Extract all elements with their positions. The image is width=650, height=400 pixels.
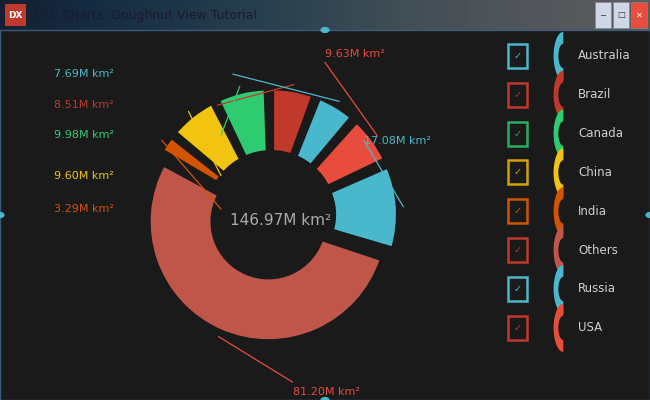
Text: ✓: ✓ <box>514 128 522 138</box>
Text: China: China <box>578 166 612 179</box>
Wedge shape <box>315 122 385 186</box>
Text: ✓: ✓ <box>514 323 522 333</box>
FancyBboxPatch shape <box>508 44 527 68</box>
Wedge shape <box>162 137 221 182</box>
Text: 8.51M km²: 8.51M km² <box>54 100 114 110</box>
Wedge shape <box>554 265 564 313</box>
Wedge shape <box>296 98 352 166</box>
FancyBboxPatch shape <box>508 160 527 184</box>
FancyBboxPatch shape <box>508 122 527 146</box>
Text: 7.69M km²: 7.69M km² <box>54 69 114 79</box>
Text: Canada: Canada <box>578 127 623 140</box>
FancyBboxPatch shape <box>595 2 611 28</box>
Text: 146.97M km²: 146.97M km² <box>230 214 332 228</box>
Text: 3.29M km²: 3.29M km² <box>54 204 114 214</box>
Text: 81.20M km²: 81.20M km² <box>292 387 359 397</box>
FancyBboxPatch shape <box>508 316 527 340</box>
Text: 9.98M km²: 9.98M km² <box>54 130 114 140</box>
FancyBboxPatch shape <box>508 199 527 223</box>
Text: ✓: ✓ <box>514 206 522 216</box>
Wedge shape <box>330 167 398 248</box>
Text: USA: USA <box>578 321 603 334</box>
FancyBboxPatch shape <box>631 2 647 28</box>
Wedge shape <box>554 187 564 235</box>
Wedge shape <box>554 148 564 196</box>
Text: Australia: Australia <box>578 49 631 62</box>
Wedge shape <box>272 88 313 155</box>
Text: ─: ─ <box>601 10 605 20</box>
Text: □: □ <box>617 10 625 20</box>
Text: Brazil: Brazil <box>578 88 612 101</box>
Text: ✓: ✓ <box>514 90 522 100</box>
Wedge shape <box>554 304 564 352</box>
Text: Others: Others <box>578 244 618 257</box>
Text: Russia: Russia <box>578 282 616 296</box>
Text: India: India <box>578 205 607 218</box>
FancyBboxPatch shape <box>508 277 527 301</box>
Text: 9.60M km²: 9.60M km² <box>54 171 114 181</box>
Wedge shape <box>176 103 241 173</box>
Wedge shape <box>218 89 268 157</box>
Text: ✓: ✓ <box>514 168 522 178</box>
Text: ✓: ✓ <box>514 245 522 255</box>
FancyBboxPatch shape <box>613 2 629 28</box>
Wedge shape <box>149 165 382 341</box>
Text: ✓: ✓ <box>514 51 522 61</box>
FancyBboxPatch shape <box>508 83 527 107</box>
Text: 17.08M km²: 17.08M km² <box>364 136 431 146</box>
Text: ✕: ✕ <box>636 10 643 20</box>
Text: ✓: ✓ <box>514 284 522 294</box>
FancyBboxPatch shape <box>508 238 527 262</box>
FancyBboxPatch shape <box>5 4 26 26</box>
Text: VCL Charts: Doughnut View Tutorial: VCL Charts: Doughnut View Tutorial <box>34 8 257 22</box>
Wedge shape <box>554 226 564 274</box>
Wedge shape <box>554 110 564 158</box>
Wedge shape <box>554 71 564 119</box>
Text: 9.63M km²: 9.63M km² <box>325 49 385 59</box>
Text: DX: DX <box>8 10 23 20</box>
Wedge shape <box>554 32 564 80</box>
